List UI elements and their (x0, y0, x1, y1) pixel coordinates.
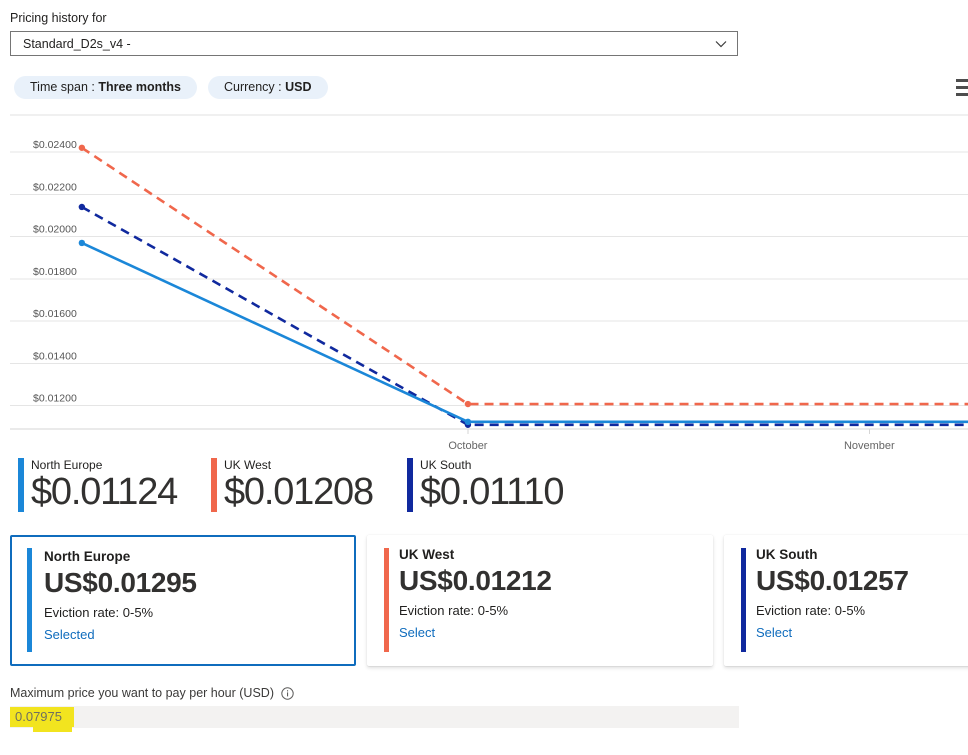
timespan-label: Time span : (30, 80, 99, 94)
price-history-chart[interactable]: $0.02400 $0.02200 $0.02000 $0.01800 $0.01600… (0, 0, 968, 460)
series-line-uk-south (81, 205, 968, 427)
series-marker-uk-west (78, 144, 86, 151)
highlight-artifact (33, 727, 72, 732)
filter-pill-timespan[interactable]: Time span : Three months (14, 76, 197, 99)
legend-price-value: $0.01208 (224, 471, 374, 513)
legend-color-bar (407, 458, 413, 512)
region-card-uk-west[interactable]: UK West US$0.01212 Eviction rate: 0-5% S… (367, 535, 713, 666)
card-accent-bar (384, 548, 389, 652)
series-line-north-europe (81, 241, 968, 424)
card-price: US$0.01257 (756, 565, 909, 596)
legend-item-uk-west[interactable]: UK West $0.01208 (211, 458, 374, 513)
page-title: Pricing history for (10, 11, 107, 25)
legend-region-name: North Europe (31, 458, 103, 472)
chart-context-menu-icon[interactable] (956, 79, 968, 100)
series-marker-north-europe (78, 239, 86, 247)
region-cards: North Europe US$0.01295 Eviction rate: 0… (10, 535, 968, 666)
card-select-link[interactable]: Select (399, 625, 436, 640)
max-price-input[interactable]: 0.07975 (10, 706, 739, 728)
card-price: US$0.01295 (44, 567, 197, 598)
legend-region-name: UK West (224, 458, 272, 472)
legend-color-bar (18, 458, 24, 512)
series-marker-uk-south (78, 203, 86, 211)
y-axis-label: $0.01600 (33, 308, 77, 320)
card-eviction-rate: Eviction rate: 0-5% (399, 603, 509, 618)
chevron-down-icon (715, 40, 727, 47)
vm-size-dropdown[interactable]: Standard_D2s_v4 - (10, 31, 738, 56)
legend-region-name: UK South (420, 458, 472, 472)
series-marker-north-europe (464, 418, 472, 426)
card-accent-bar (741, 548, 746, 652)
y-axis-label: $0.01200 (33, 393, 77, 405)
card-region-name: UK West (399, 547, 455, 562)
legend-color-bar (211, 458, 217, 512)
filter-pill-currency[interactable]: Currency : USD (207, 76, 328, 99)
currency-value: USD (285, 80, 312, 94)
series-line-uk-west (81, 146, 968, 406)
y-axis-label: $0.01800 (33, 266, 77, 278)
series-marker-uk-west (464, 400, 472, 408)
card-price: US$0.01212 (399, 565, 552, 596)
filter-pills: Time span : Three months Currency : USD (14, 76, 328, 99)
highlighted-value: 0.07975 (10, 707, 74, 727)
legend-price-value: $0.01124 (31, 471, 178, 513)
card-accent-bar (27, 548, 32, 652)
currency-label: Currency : (223, 80, 286, 94)
y-axis-label: $0.01400 (33, 350, 77, 362)
legend-item-uk-south[interactable]: UK South $0.01110 (407, 458, 564, 513)
card-select-link[interactable]: Select (756, 625, 793, 640)
y-axis-label: $0.02200 (33, 181, 77, 193)
x-axis-label: October (448, 440, 487, 452)
y-axis-label: $0.02400 (33, 139, 77, 151)
region-card-uk-south[interactable]: UK South US$0.01257 Eviction rate: 0-5% … (724, 535, 968, 666)
card-selected-link[interactable]: Selected (44, 627, 95, 642)
chart-hover-legend: North Europe $0.01124 UK West $0.01208 U… (0, 455, 968, 515)
max-price-label: Maximum price you want to pay per hour (… (10, 686, 274, 700)
legend-price-value: $0.01110 (420, 471, 564, 513)
legend-item-north-europe[interactable]: North Europe $0.01124 (18, 458, 178, 513)
timespan-value: Three months (98, 80, 181, 94)
card-eviction-rate: Eviction rate: 0-5% (44, 605, 154, 620)
vm-size-dropdown-value: Standard_D2s_v4 - (23, 36, 131, 51)
y-axis-label: $0.02000 (33, 224, 77, 236)
region-card-north-europe[interactable]: North Europe US$0.01295 Eviction rate: 0… (10, 535, 356, 666)
card-region-name: UK South (756, 547, 818, 562)
card-eviction-rate: Eviction rate: 0-5% (756, 603, 866, 618)
x-axis-label: November (844, 440, 895, 452)
card-region-name: North Europe (44, 549, 131, 564)
info-icon[interactable] (281, 686, 294, 700)
